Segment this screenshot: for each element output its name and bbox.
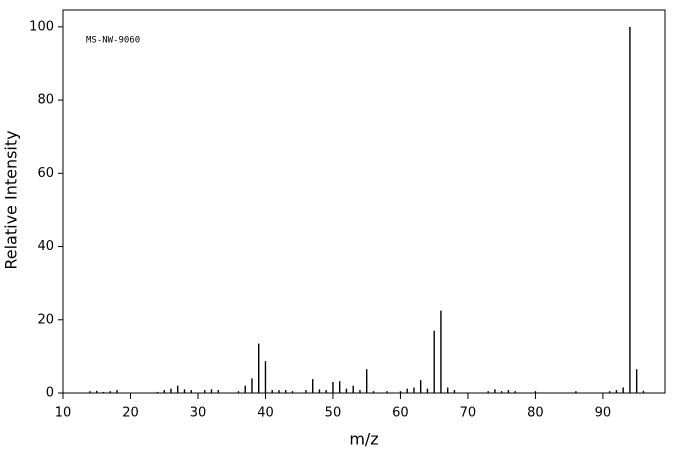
x-tick-label: 30: [190, 406, 207, 421]
x-tick-label: 40: [257, 406, 274, 421]
x-tick-label: 60: [392, 406, 409, 421]
y-tick-label: 40: [37, 239, 54, 254]
plot-frame: [62, 9, 666, 394]
y-tick-label: 80: [37, 93, 54, 108]
x-tick-label: 80: [527, 406, 544, 421]
x-tick-label: 50: [325, 406, 342, 421]
x-axis-label: m/z: [349, 430, 378, 449]
y-tick-label: 60: [37, 166, 54, 181]
y-tick-label: 100: [29, 19, 54, 34]
y-tick-label: 0: [46, 386, 54, 401]
y-tick-label: 20: [37, 312, 54, 327]
x-tick-label: 10: [55, 406, 72, 421]
x-tick-label: 20: [122, 406, 139, 421]
annotation: MS-NW-9060: [86, 36, 140, 46]
y-axis-label: Relative Intensity: [2, 130, 21, 269]
x-tick-label: 90: [595, 406, 612, 421]
x-tick-label: 70: [460, 406, 477, 421]
